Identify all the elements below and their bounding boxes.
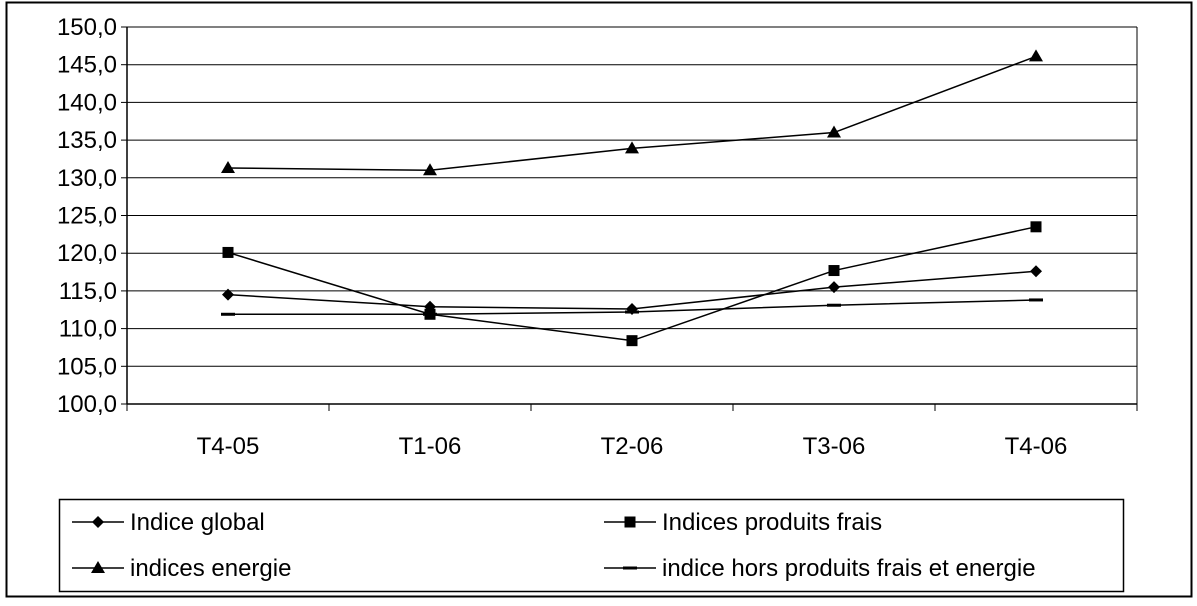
- legend-item: indice hors produits frais et energie: [604, 555, 1036, 582]
- data-point-diamond: [222, 288, 234, 301]
- legend-label: indices energie: [130, 555, 291, 582]
- data-point-dash: [625, 310, 639, 314]
- data-point-dash: [221, 312, 235, 316]
- data-point-diamond: [828, 281, 840, 294]
- x-tick-label: T1-06: [399, 433, 462, 460]
- legend-label: Indice global: [130, 509, 265, 536]
- legend-label: Indices produits frais: [662, 509, 882, 536]
- y-tick-label: 115,0: [59, 278, 117, 305]
- legend-marker-diamond: [92, 516, 104, 528]
- series-4: [221, 298, 1043, 316]
- data-point-triangle: [1029, 49, 1043, 62]
- y-tick-label: 150,0: [57, 14, 117, 41]
- data-point-square: [626, 335, 638, 347]
- data-point-dash: [827, 303, 841, 307]
- data-point-dash: [1029, 298, 1043, 302]
- legend-marker-square: [624, 516, 636, 528]
- series-lines: [221, 49, 1043, 347]
- legend-box: [58, 498, 1125, 593]
- x-tick-label: T4-06: [1005, 433, 1068, 460]
- data-point-diamond: [1030, 265, 1042, 278]
- outer-frame: [5, 1, 1193, 598]
- legend-item: indices energie: [72, 555, 291, 582]
- y-tick-label: 125,0: [57, 203, 117, 230]
- legend: Indice global Indices produits frais indic…: [58, 498, 1125, 593]
- legend-label: indice hors produits frais et energie: [662, 555, 1036, 582]
- data-point-triangle: [221, 160, 235, 173]
- data-point-triangle: [423, 163, 437, 176]
- data-point-square: [1030, 221, 1042, 233]
- legend-item: Indice global: [72, 509, 265, 536]
- axes: 100,0 105,0 110,0 115,0 120,0 125,0 130,0 135,0…: [57, 14, 1138, 460]
- y-tick-label: 135,0: [57, 127, 117, 154]
- data-point-triangle: [625, 141, 639, 154]
- legend-item: Indices produits frais: [604, 509, 882, 536]
- data-point-triangle: [827, 125, 841, 138]
- y-tick-label: 120,0: [57, 240, 117, 267]
- y-tick-label: 105,0: [57, 353, 117, 380]
- x-tick-label: T4-05: [197, 433, 260, 460]
- x-tick-label: T2-06: [601, 433, 664, 460]
- legend-marker-dash: [623, 566, 637, 570]
- y-tick-label: 110,0: [59, 316, 117, 343]
- series-3: [221, 49, 1043, 176]
- data-point-square: [222, 246, 234, 258]
- x-tick-label: T3-06: [803, 433, 866, 460]
- y-tick-label: 100,0: [57, 391, 117, 418]
- y-tick-label: 140,0: [57, 89, 117, 116]
- data-point-square: [828, 265, 840, 277]
- y-tick-label: 130,0: [57, 165, 117, 192]
- y-tick-label: 145,0: [57, 52, 117, 79]
- data-point-dash: [423, 312, 437, 316]
- legend-marker-triangle: [91, 561, 105, 573]
